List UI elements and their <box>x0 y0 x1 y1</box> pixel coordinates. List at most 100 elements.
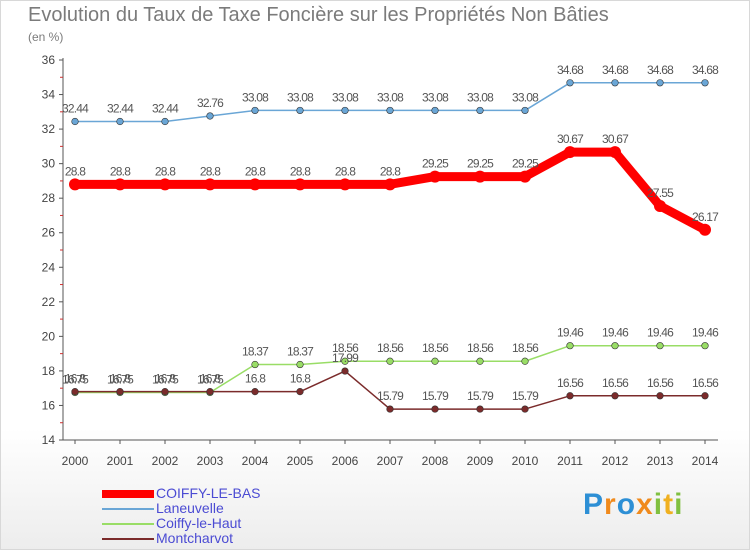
data-label-coiffy-le-haut: 18.56 <box>422 341 449 355</box>
x-tick-label: 2002 <box>152 454 179 468</box>
data-label-coiffy-le-bas: 28.8 <box>65 164 86 178</box>
data-point-coiffy-le-bas <box>249 178 261 191</box>
proxiti-logo[interactable]: Proxiti <box>583 488 683 522</box>
y-tick-label: 32 <box>42 122 56 136</box>
data-label-coiffy-le-haut: 16.75 <box>197 373 224 387</box>
data-point-coiffy-le-bas <box>339 178 351 191</box>
y-tick-label: 20 <box>42 329 56 343</box>
legend-label: Laneuvelle <box>156 500 224 516</box>
data-label-coiffy-le-haut: 18.56 <box>467 341 494 355</box>
data-label-montcharvot: 16.56 <box>557 376 584 390</box>
data-point-montcharvot <box>161 388 169 396</box>
data-label-laneuvelle: 33.08 <box>242 90 269 104</box>
data-label-coiffy-le-bas: 28.8 <box>290 164 311 178</box>
data-label-coiffy-le-bas: 26.17 <box>692 210 719 224</box>
data-point-montcharvot <box>701 392 709 400</box>
data-label-coiffy-le-bas: 28.8 <box>335 164 356 178</box>
data-label-montcharvot: 16.8 <box>65 372 86 386</box>
data-point-coiffy-le-haut <box>431 357 439 365</box>
x-tick-label: 2010 <box>512 454 539 468</box>
data-label-laneuvelle: 33.08 <box>467 90 494 104</box>
data-label-coiffy-le-haut: 18.37 <box>242 345 269 359</box>
data-point-montcharvot <box>521 405 529 413</box>
y-tick-label: 36 <box>42 53 56 67</box>
x-tick-label: 2014 <box>692 454 719 468</box>
data-label-coiffy-le-bas: 29.25 <box>422 157 449 171</box>
x-tick-label: 2000 <box>62 454 89 468</box>
data-point-montcharvot <box>296 388 304 396</box>
data-label-coiffy-le-haut: 16.75 <box>152 373 179 387</box>
data-point-coiffy-le-haut <box>521 357 529 365</box>
data-point-coiffy-le-haut <box>566 342 574 350</box>
x-tick-label: 2009 <box>467 454 494 468</box>
data-label-montcharvot: 16.56 <box>602 376 629 390</box>
data-point-montcharvot <box>566 392 574 400</box>
logo-letter: t <box>663 488 675 521</box>
data-point-montcharvot <box>476 405 484 413</box>
data-label-montcharvot: 17.99 <box>332 351 359 365</box>
y-tick-label: 18 <box>42 364 56 378</box>
data-point-laneuvelle <box>566 79 574 87</box>
data-label-coiffy-le-haut: 19.46 <box>602 326 629 340</box>
data-label-coiffy-le-haut: 18.56 <box>377 341 404 355</box>
legend-swatch <box>102 537 154 540</box>
logo-letter: x <box>636 488 654 521</box>
data-point-laneuvelle <box>71 117 79 126</box>
chart-legend: COIFFY-LE-BAS Laneuvelle Coiffy-le-Haut Mon… <box>102 486 261 546</box>
data-label-laneuvelle: 34.68 <box>692 63 719 77</box>
x-tick-label: 2013 <box>647 454 674 468</box>
data-label-laneuvelle: 32.44 <box>62 101 89 115</box>
data-label-montcharvot: 16.8 <box>290 372 311 386</box>
data-label-montcharvot: 15.79 <box>377 389 404 403</box>
data-label-coiffy-le-haut: 16.75 <box>107 373 134 387</box>
data-label-laneuvelle: 32.44 <box>107 101 134 115</box>
data-point-coiffy-le-bas <box>519 170 531 183</box>
data-label-coiffy-le-bas: 29.25 <box>467 157 494 171</box>
legend-item: Laneuvelle <box>102 501 261 516</box>
data-point-coiffy-le-bas <box>159 178 171 191</box>
data-point-laneuvelle <box>521 106 529 115</box>
data-label-coiffy-le-bas: 28.8 <box>245 164 266 178</box>
logo-letter: i <box>653 488 664 521</box>
data-label-laneuvelle: 34.68 <box>647 63 674 77</box>
data-label-montcharvot: 15.79 <box>512 389 539 403</box>
data-point-montcharvot <box>386 405 394 413</box>
data-point-coiffy-le-haut <box>341 357 349 365</box>
data-label-montcharvot: 16.8 <box>155 372 176 386</box>
data-label-laneuvelle: 33.08 <box>377 90 404 104</box>
data-point-montcharvot <box>611 392 619 400</box>
x-tick-label: 2011 <box>557 454 583 468</box>
data-point-coiffy-le-bas <box>294 178 306 191</box>
y-tick-label: 28 <box>42 191 56 205</box>
data-point-montcharvot <box>116 388 124 396</box>
data-point-coiffy-le-haut <box>386 357 394 365</box>
logo-letter: r <box>604 488 617 521</box>
x-tick-label: 2005 <box>287 454 314 468</box>
data-label-laneuvelle: 33.08 <box>332 90 359 104</box>
data-point-laneuvelle <box>611 79 619 87</box>
data-point-laneuvelle <box>296 106 304 115</box>
data-label-montcharvot: 16.8 <box>200 372 221 386</box>
legend-label: Montcharvot <box>156 530 234 546</box>
data-point-montcharvot <box>341 367 349 375</box>
legend-item: Montcharvot <box>102 531 261 546</box>
data-label-coiffy-le-haut: 18.37 <box>287 345 314 359</box>
x-tick-label: 2008 <box>422 454 449 468</box>
data-label-coiffy-le-bas: 28.8 <box>155 164 176 178</box>
y-tick-label: 24 <box>42 260 56 274</box>
data-point-coiffy-le-bas <box>564 146 576 159</box>
data-point-coiffy-le-haut <box>251 360 259 369</box>
x-tick-label: 2004 <box>242 454 269 468</box>
data-label-laneuvelle: 32.76 <box>197 96 224 110</box>
data-point-coiffy-le-haut <box>701 342 709 350</box>
data-point-laneuvelle <box>431 106 439 115</box>
data-label-laneuvelle: 34.68 <box>602 63 629 77</box>
x-tick-label: 2001 <box>107 454 134 468</box>
y-tick-label: 34 <box>42 88 56 102</box>
logo-letter: o <box>616 488 637 521</box>
data-label-coiffy-le-haut: 18.56 <box>512 341 539 355</box>
data-point-coiffy-le-haut <box>611 342 619 350</box>
data-point-laneuvelle <box>116 117 124 126</box>
